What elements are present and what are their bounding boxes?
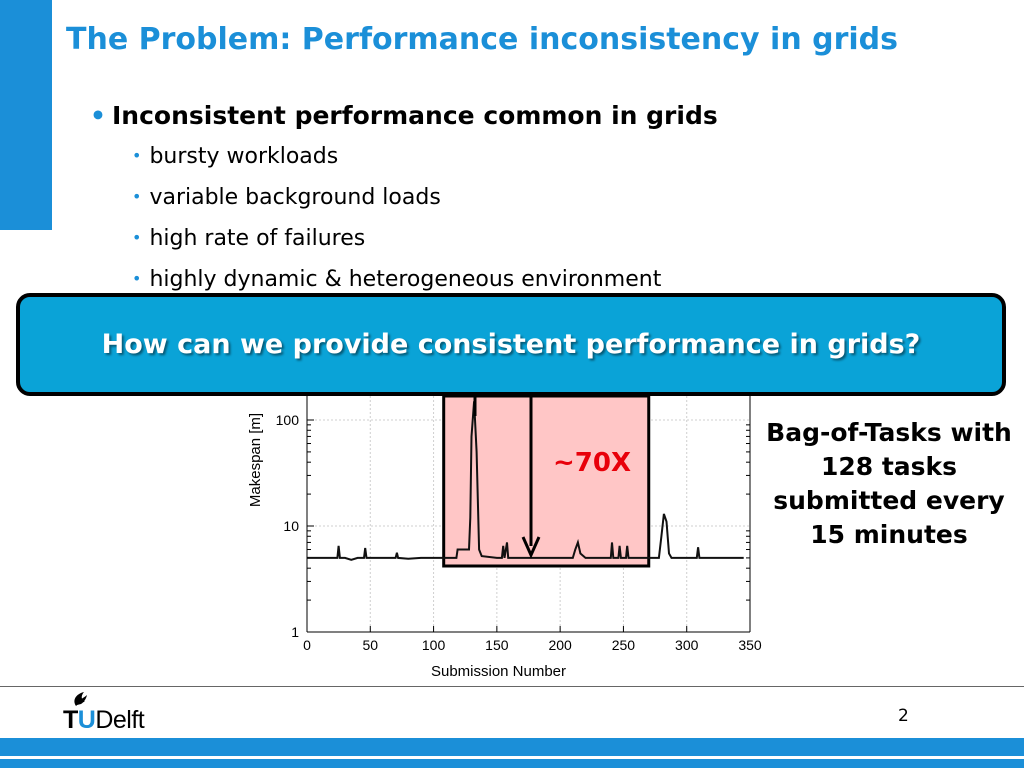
footer-bar-thin xyxy=(0,759,1024,768)
bullet-dot-icon: • xyxy=(132,187,142,206)
sub-bullet: • variable background loads xyxy=(132,177,718,218)
x-tick-label: 0 xyxy=(303,637,311,653)
sub-bullet-text: variable background loads xyxy=(149,185,441,210)
sub-bullet-text: bursty workloads xyxy=(149,144,339,169)
y-tick-label: 100 xyxy=(276,412,300,428)
page-number: 2 xyxy=(898,706,909,726)
makespan-chart: 0 50 100 150 200 250 300 350 1 10 100 Submission Nu… xyxy=(247,396,762,680)
callout-box: How can we provide consistent performanc… xyxy=(16,293,1006,396)
x-tick-label: 300 xyxy=(675,637,699,653)
x-tick-label: 250 xyxy=(612,637,636,653)
sub-bullet-text: highly dynamic & heterogeneous environme… xyxy=(149,267,662,292)
footer-bar xyxy=(0,738,1024,756)
bullet-dot-icon: • xyxy=(90,101,106,130)
y-tick-label: 10 xyxy=(283,518,299,534)
bullet-dot-icon: • xyxy=(132,146,142,165)
logo-delft: Delft xyxy=(95,706,145,734)
main-bullet-text: Inconsistent performance common in grids xyxy=(111,101,718,130)
tudelft-flame-icon xyxy=(74,692,87,706)
bullet-list: • Inconsistent performance common in grid… xyxy=(90,100,718,300)
tudelft-logo: TUDelft xyxy=(63,706,145,735)
x-tick-label: 50 xyxy=(362,637,378,653)
bullet-dot-icon: • xyxy=(132,269,142,288)
y-axis-label: Makespan [m] xyxy=(247,413,264,507)
logo-t: T xyxy=(63,706,78,734)
sub-bullet: • highly dynamic & heterogeneous environm… xyxy=(132,259,718,300)
sub-bullet: • bursty workloads xyxy=(132,136,718,177)
x-tick-label: 100 xyxy=(422,637,446,653)
side-note: Bag-of-Tasks with 128 tasks submitted ev… xyxy=(766,418,1012,549)
slide-title: The Problem: Performance inconsistency i… xyxy=(66,22,899,57)
y-tick-label: 1 xyxy=(291,624,299,640)
footer-divider xyxy=(0,686,1024,687)
annotation-label: ~70X xyxy=(553,448,631,478)
bullet-dot-icon: • xyxy=(132,228,142,247)
annotation-arrow-head xyxy=(521,536,541,559)
x-tick-label: 200 xyxy=(548,637,572,653)
series-line xyxy=(307,401,744,561)
x-tick-label: 350 xyxy=(738,637,762,653)
x-axis-label: Submission Number xyxy=(431,663,566,680)
sub-bullet: • high rate of failures xyxy=(132,218,718,259)
logo-u: U xyxy=(77,706,96,734)
sub-bullet-text: high rate of failures xyxy=(149,226,366,251)
x-tick-label: 150 xyxy=(485,637,509,653)
left-accent-bar xyxy=(0,0,52,230)
callout-text: How can we provide consistent performanc… xyxy=(101,329,921,360)
main-bullet: • Inconsistent performance common in grid… xyxy=(90,100,718,132)
